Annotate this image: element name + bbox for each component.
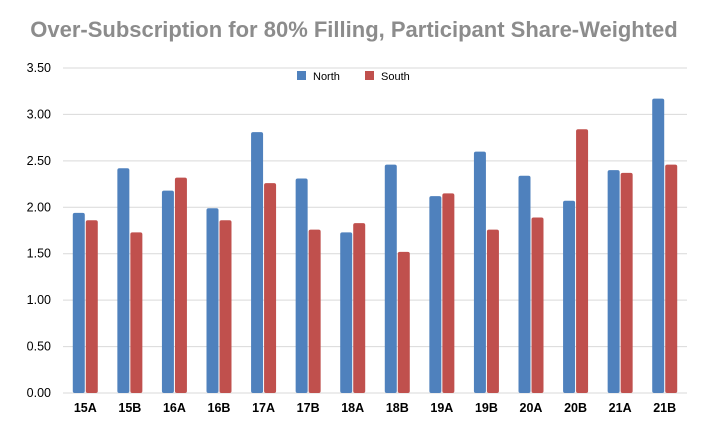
- bar-south-18A: [353, 223, 366, 393]
- y-tick-label: 0.00: [27, 386, 51, 400]
- y-tick-label: 2.50: [27, 154, 51, 168]
- y-tick-label: 1.50: [27, 247, 51, 261]
- bar-south-21A: [620, 172, 633, 393]
- legend-swatch-north: [297, 71, 306, 80]
- bar-north-19B: [473, 151, 486, 393]
- bar-north-21B: [652, 98, 665, 394]
- bar-north-18A: [340, 232, 353, 393]
- x-tick-label: 17A: [252, 401, 275, 415]
- bar-north-16B: [206, 208, 219, 393]
- bar-south-17A: [264, 183, 277, 393]
- bar-north-15B: [117, 168, 130, 393]
- bar-south-15B: [130, 232, 143, 393]
- bar-south-17B: [308, 229, 321, 393]
- y-tick-label: 0.50: [27, 340, 51, 354]
- legend-swatch-south: [365, 71, 374, 80]
- x-tick-label: 18B: [386, 401, 409, 415]
- x-tick-label: 19A: [430, 401, 453, 415]
- x-tick-label: 21A: [609, 401, 632, 415]
- y-tick-label: 3.00: [27, 107, 51, 121]
- bar-south-19B: [486, 229, 499, 393]
- x-tick-label: 16B: [208, 401, 231, 415]
- bar-north-16A: [161, 190, 174, 393]
- x-tick-label: 18A: [341, 401, 364, 415]
- legend-label-south: South: [381, 71, 410, 83]
- x-tick-label: 19B: [475, 401, 498, 415]
- bar-north-19A: [429, 196, 442, 393]
- x-tick-label: 15B: [118, 401, 141, 415]
- bar-south-18B: [397, 251, 410, 393]
- bar-south-16B: [219, 220, 232, 393]
- bar-north-15A: [72, 212, 85, 393]
- bar-south-21B: [665, 164, 678, 393]
- bar-south-15A: [85, 220, 98, 393]
- y-tick-label: 1.00: [27, 293, 51, 307]
- bar-north-20B: [563, 200, 576, 393]
- bar-south-20A: [531, 217, 544, 393]
- x-tick-label: 17B: [297, 401, 320, 415]
- x-tick-label: 15A: [74, 401, 97, 415]
- y-tick-label: 2.00: [27, 200, 51, 214]
- chart-title: Over-Subscription for 80% Filling, Parti…: [30, 17, 678, 42]
- bar-north-17B: [295, 178, 308, 393]
- bar-north-17A: [251, 132, 264, 394]
- y-tick-label: 3.50: [27, 61, 51, 75]
- bar-north-20A: [518, 175, 531, 393]
- bar-north-21A: [607, 170, 620, 393]
- bar-north-18B: [384, 164, 397, 393]
- x-tick-label: 21B: [653, 401, 676, 415]
- bar-south-19A: [442, 193, 455, 393]
- x-tick-label: 20B: [564, 401, 587, 415]
- bar-south-20B: [576, 129, 589, 394]
- x-tick-label: 20A: [520, 401, 543, 415]
- legend-label-north: North: [313, 71, 340, 83]
- x-tick-label: 16A: [163, 401, 186, 415]
- bar-south-16A: [174, 177, 187, 393]
